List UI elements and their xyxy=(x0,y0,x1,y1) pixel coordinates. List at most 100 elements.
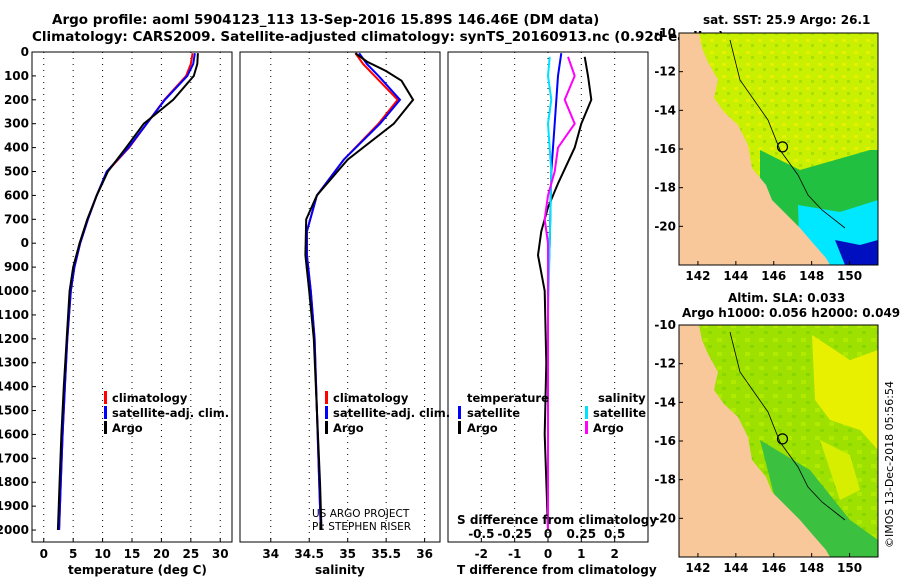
x-tick-label: 2 xyxy=(610,547,618,561)
legend-swatch-climatology xyxy=(325,391,328,404)
x-tick-label: 35 xyxy=(339,547,356,561)
salinity-legend: climatology satellite-adj. clim. Argo xyxy=(325,391,450,435)
salinity-x-label: salinity xyxy=(315,563,365,577)
y-tick-label: 1800 xyxy=(0,475,29,489)
imos-timestamp: ©IMOS 13-Dec-2018 05:56:54 xyxy=(883,381,896,548)
y-tick-label: 1200 xyxy=(0,332,29,346)
map-x-tick-label: 150 xyxy=(837,269,862,283)
x-tick-label: 25 xyxy=(182,547,199,561)
t-difference-label: T difference from climatology xyxy=(457,563,657,577)
map-x-tick-label: 146 xyxy=(761,269,786,283)
credit-line1: US ARGO PROJECT xyxy=(312,508,410,520)
x-tick-label: 15 xyxy=(124,547,141,561)
temperature-grid xyxy=(43,52,221,542)
map-y-tick-label: -20 xyxy=(654,219,676,233)
difference-legend: temperature satellite Argo salinity sate… xyxy=(458,391,646,435)
sst-deep-blue xyxy=(835,240,878,265)
sla-map-y-ticks: -10 -12 -14 -16 -18 -20 xyxy=(654,318,683,525)
y-tick-label: 200 xyxy=(4,93,29,107)
y-tick-label: 300 xyxy=(4,117,29,131)
legend-title-temperature: temperature xyxy=(467,391,549,405)
sla-land xyxy=(679,325,830,557)
difference-panel: -2 -1 0 1 2 -0.5 -0.25 0 0.25 0.5 S difference f… xyxy=(447,51,657,577)
y-tick-label: 2000 xyxy=(0,523,29,537)
s-tick-label: -0.5 xyxy=(468,527,494,541)
map-x-tick-label: 144 xyxy=(723,269,748,283)
sla-argo-marker xyxy=(776,433,789,445)
temperature-series xyxy=(56,53,199,531)
legend-label-climatology: climatology xyxy=(333,391,409,405)
series-line-satellite-adj-clim- xyxy=(58,53,196,531)
y-tick-label: 700 xyxy=(4,212,29,226)
y-tick-label: 0 xyxy=(21,236,29,250)
s-tick-label: 0 xyxy=(544,527,552,541)
series-line-climatology xyxy=(58,53,194,531)
legend-label-s-argo: Argo xyxy=(593,421,624,435)
sla-map: Altim. SLA: 0.033 Argo h1000: 0.056 h200… xyxy=(654,291,900,575)
legend-swatch-t-satellite xyxy=(458,406,461,419)
map-x-tick-label: 146 xyxy=(761,561,786,575)
map-x-tick-label: 144 xyxy=(723,561,748,575)
x-tick-label: -1 xyxy=(508,547,521,561)
difference-series xyxy=(536,53,593,531)
x-tick-label: 1 xyxy=(577,547,585,561)
x-tick-label: 5 xyxy=(69,547,77,561)
map-y-tick-label: -14 xyxy=(654,103,676,117)
s-difference-label: S difference from climatology xyxy=(457,513,657,527)
map-y-tick-label: -12 xyxy=(654,357,676,371)
y-tick-label: 1700 xyxy=(0,451,29,465)
sla-map-x-ticks: 142 144 146 148 150 xyxy=(685,553,862,575)
x-tick-label: 10 xyxy=(94,547,111,561)
sst-map: sat. SST: 25.9 Argo: 26.1 142 144 146 148 15… xyxy=(654,13,879,283)
x-tick-label: 0 xyxy=(544,547,552,561)
temperature-x-label: temperature (deg C) xyxy=(68,563,207,577)
x-tick-label: -2 xyxy=(475,547,488,561)
y-tick-label: 400 xyxy=(4,141,29,155)
x-tick-label: 34.5 xyxy=(294,547,324,561)
sst-argo-marker xyxy=(776,141,789,153)
y-tick-label: 900 xyxy=(4,260,29,274)
legend-label-s-satellite: satellite xyxy=(593,406,646,420)
y-tick-label: 0 xyxy=(21,45,29,59)
sst-land xyxy=(679,33,830,265)
y-tick-label: 1400 xyxy=(0,380,29,394)
y-tick-label: 1100 xyxy=(0,308,29,322)
x-tick-label: 35.5 xyxy=(371,547,401,561)
map-y-tick-label: -10 xyxy=(654,318,676,332)
x-tick-label: 30 xyxy=(212,547,229,561)
map-y-tick-label: -14 xyxy=(654,395,676,409)
map-y-tick-label: -16 xyxy=(654,434,676,448)
y-tick-label: 1600 xyxy=(0,427,29,441)
salinity-panel: 34 34.5 35 35.5 36 salinity climatology sate… xyxy=(239,51,450,577)
map-x-tick-label: 150 xyxy=(837,561,862,575)
x-tick-label: 0 xyxy=(40,547,48,561)
legend-swatch-argo xyxy=(325,421,328,434)
y-tick-label: 600 xyxy=(4,188,29,202)
difference-s-ticks: -0.5 -0.25 0 0.25 0.5 xyxy=(468,527,625,541)
sla-reef-line xyxy=(729,331,846,521)
series-line-argo xyxy=(304,52,415,531)
s-tick-label: 0.25 xyxy=(567,527,597,541)
map-x-tick-label: 142 xyxy=(685,269,710,283)
legend-swatch-s-satellite xyxy=(585,406,588,419)
map-y-tick-label: -18 xyxy=(654,181,676,195)
x-tick-label: 36 xyxy=(416,547,433,561)
series-line-temperature-satellite xyxy=(547,53,563,530)
map-y-tick-label: -12 xyxy=(654,65,676,79)
map-y-tick-label: -16 xyxy=(654,142,676,156)
temperature-x-ticks: 0 5 10 15 20 25 30 xyxy=(40,538,229,561)
legend-label-climatology: climatology xyxy=(112,391,188,405)
figure-title-line1: Argo profile: aoml 5904123_113 13-Sep-20… xyxy=(52,12,599,28)
legend-title-salinity: salinity xyxy=(598,391,646,405)
salinity-series xyxy=(304,52,415,531)
figure-title-line2: Climatology: CARS2009. Satellite-adjuste… xyxy=(32,29,724,45)
y-tick-label: 100 xyxy=(4,69,29,83)
legend-swatch-satellite xyxy=(104,406,107,419)
temperature-legend: climatology satellite-adj. clim. Argo xyxy=(104,391,229,435)
map-x-tick-label: 148 xyxy=(799,269,824,283)
sla-map-title-line2: Argo h1000: 0.056 h2000: 0.049 xyxy=(682,306,900,320)
legend-label-satellite: satellite-adj. clim. xyxy=(333,406,450,420)
map-y-tick-label: -20 xyxy=(654,511,676,525)
series-line-salinity-argo xyxy=(543,56,576,530)
